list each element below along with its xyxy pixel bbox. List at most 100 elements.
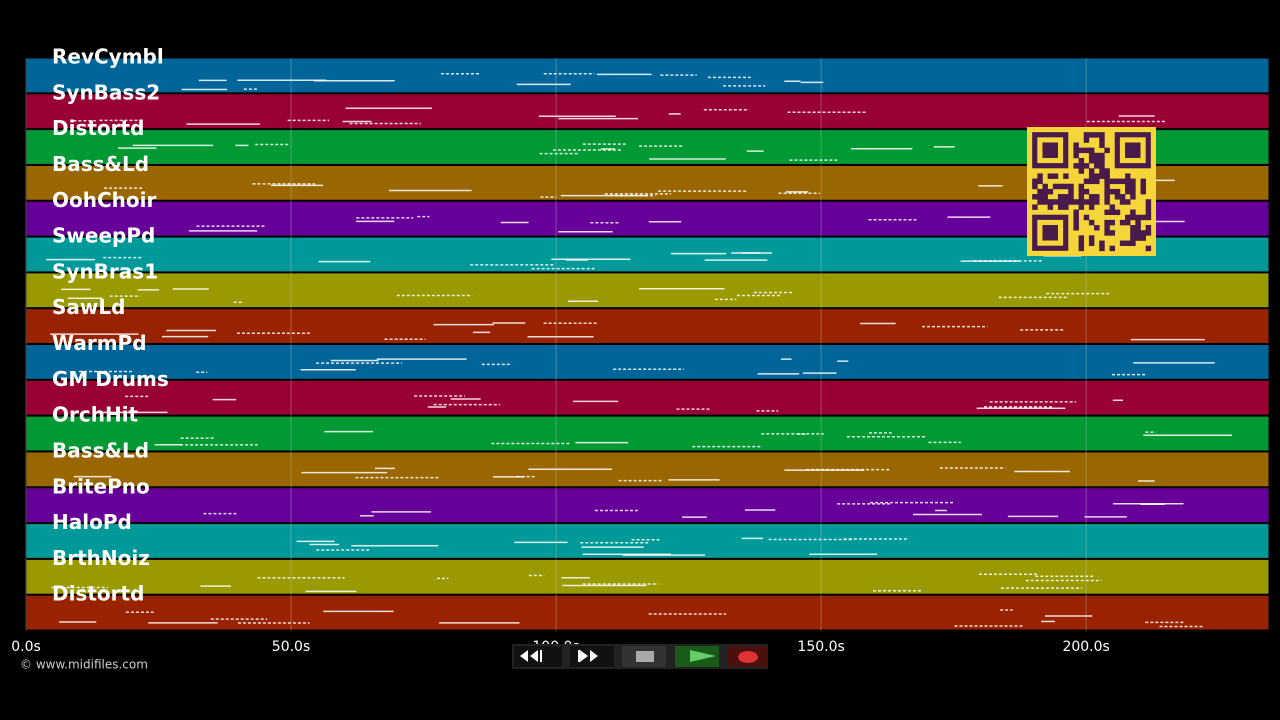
qr-module [1037, 199, 1043, 205]
transport [512, 644, 768, 669]
qr-module [1099, 168, 1105, 174]
qr-module [1073, 209, 1079, 216]
qr-module [1088, 204, 1095, 210]
qr-module [1145, 245, 1152, 252]
qr-module [1083, 188, 1090, 195]
qr-module [1078, 240, 1085, 246]
qr-module [1130, 183, 1136, 190]
qr-module [1109, 204, 1116, 210]
qr-module [1088, 152, 1095, 159]
qr-module [1094, 163, 1100, 169]
qr-module [1125, 183, 1131, 190]
qr-module [1104, 219, 1110, 226]
qr-module [1099, 163, 1105, 169]
play-button[interactable] [675, 646, 719, 667]
qr-module [1047, 188, 1054, 195]
qr-module [1042, 183, 1048, 190]
qr-module [1078, 168, 1085, 174]
qr-module [1135, 225, 1141, 231]
tick-label: 0.0s [11, 639, 41, 655]
qr-module [1037, 178, 1043, 185]
track-band [25, 57, 1270, 94]
qr-module [1145, 204, 1152, 210]
qr-module [1094, 132, 1100, 138]
qr-module [1109, 178, 1116, 185]
qr-module [1104, 188, 1110, 195]
qr-module [1073, 219, 1079, 226]
qr-module [1078, 163, 1085, 169]
qr-module [1114, 194, 1121, 200]
qr-module [1145, 209, 1152, 216]
qr-module [1130, 214, 1136, 221]
qr-module [1109, 188, 1116, 195]
track-name: OohChoir [52, 188, 156, 212]
qr-module [1083, 147, 1090, 154]
track-labels: RevCymbl SynBass2 Distortd Bass&Ld OohChoir S… [52, 45, 169, 606]
forward-button[interactable] [570, 646, 614, 667]
qr-module [1094, 225, 1100, 231]
track-name: OrchHit [52, 403, 139, 427]
qr-module [1114, 209, 1121, 216]
qr-module [1135, 235, 1141, 241]
qr-module [1130, 188, 1136, 195]
qr-module [1083, 199, 1090, 205]
qr-module [1125, 188, 1131, 195]
qr-module [1088, 157, 1095, 164]
qr-module [1130, 178, 1136, 185]
qr-module [1099, 240, 1105, 246]
qr-module [1032, 178, 1038, 185]
qr-module [1135, 219, 1141, 226]
track-name: RevCymbl [52, 45, 164, 69]
qr-module [1094, 173, 1100, 179]
qr-module [1063, 183, 1069, 190]
qr-module [1094, 199, 1100, 205]
qr-module [1083, 132, 1090, 138]
qr-module [1052, 199, 1059, 205]
qr-module [1104, 168, 1110, 174]
qr-module [1130, 194, 1136, 200]
track-name: Bass&Ld [52, 152, 149, 176]
qr-module [1088, 132, 1095, 138]
qr-module [1145, 214, 1152, 221]
track-band [25, 344, 1270, 380]
qr-module [1037, 194, 1043, 200]
qr-module [1068, 194, 1074, 200]
qr-module [1140, 183, 1146, 190]
qr-module [1130, 240, 1136, 246]
qr-module [1057, 204, 1064, 210]
qr-module [1088, 219, 1095, 226]
track-band [25, 451, 1270, 488]
qr-module [1109, 245, 1116, 252]
qr-module [1088, 147, 1095, 154]
track-name: BritePno [52, 474, 150, 498]
qr-module [1037, 188, 1043, 195]
qr-module [1145, 199, 1152, 205]
qr-module [1145, 225, 1152, 231]
track-band [25, 93, 1270, 130]
qr-finder [1042, 225, 1058, 241]
qr-module [1130, 225, 1136, 231]
qr-module [1073, 199, 1079, 205]
qr-module [1109, 230, 1116, 236]
qr-module [1047, 199, 1054, 205]
qr-finder [1125, 142, 1141, 158]
track-band [25, 594, 1270, 631]
qr-module [1088, 199, 1095, 205]
track-band [25, 272, 1270, 309]
qr-module [1104, 225, 1110, 231]
qr-module [1135, 214, 1141, 221]
qr-module [1047, 204, 1054, 210]
record-button[interactable] [727, 646, 767, 667]
qr-module [1088, 240, 1095, 246]
track-name: GM Drums [52, 367, 169, 391]
qr-module [1088, 173, 1095, 179]
qr-module [1063, 204, 1069, 210]
qr-module [1125, 219, 1131, 226]
qr-module [1042, 199, 1048, 205]
qr-module [1088, 178, 1095, 185]
qr-module [1052, 173, 1059, 179]
rewind-button[interactable] [514, 646, 562, 667]
tick-label: 150.0s [797, 639, 844, 655]
stop-button[interactable] [622, 646, 666, 667]
